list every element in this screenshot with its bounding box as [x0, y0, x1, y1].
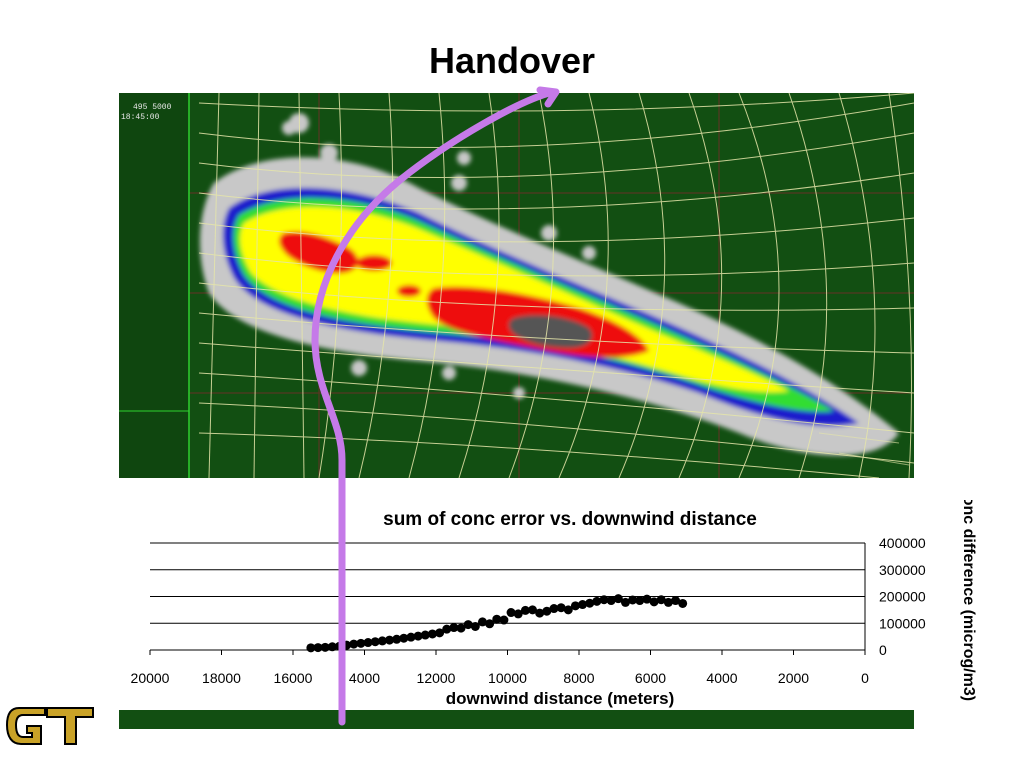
chart-point — [663, 597, 673, 607]
chart-point — [656, 595, 666, 605]
chart-x-tick-label: 12000 — [417, 670, 456, 686]
chart-x-tick-label: 10000 — [488, 670, 527, 686]
chart-y-tick-label: 400000 — [879, 535, 926, 551]
chart-y-tick-label: 300000 — [879, 562, 926, 578]
chart-point — [556, 603, 566, 613]
chart-x-tick-label: 8000 — [563, 670, 594, 686]
panel-info-line2: 18:45:00 — [121, 113, 160, 122]
chart-point — [649, 597, 659, 607]
chart-x-tick-label: 16000 — [274, 670, 313, 686]
chart-point — [606, 596, 616, 606]
chart-point — [642, 594, 652, 604]
chart-point — [628, 595, 638, 605]
plume-simulation-panel: 495 5000 18:45:00 — [119, 93, 914, 478]
chart-title: sum of conc error vs. downwind distance — [383, 509, 757, 530]
chart-point — [613, 594, 623, 604]
scatter-chart: 20000 18000 16000 4000 12000 10000 8000 6000 400… — [131, 500, 977, 708]
chart-point — [585, 598, 595, 608]
chart-point — [599, 595, 609, 605]
gt-logo — [5, 707, 94, 745]
bottom-strip — [119, 710, 914, 729]
chart-point — [578, 600, 588, 610]
panel-info-line1: 495 5000 — [133, 103, 172, 112]
chart-x-tick-label: 20000 — [131, 670, 170, 686]
chart-x-tick-label: 0 — [861, 670, 869, 686]
chart-point — [563, 605, 573, 615]
chart-x-tick-label: 18000 — [202, 670, 241, 686]
slide-title: Handover — [428, 40, 596, 81]
chart-x-axis-label: downwind distance (meters) — [446, 689, 675, 708]
plume-simulation-image — [119, 93, 914, 478]
chart-point — [620, 597, 630, 607]
chart-y-tick-label: 100000 — [879, 615, 926, 631]
chart-y-tick-label: 0 — [879, 642, 887, 658]
chart-y-tick-labels: 0 100000 200000 300000 400000 — [879, 535, 926, 658]
chart-point — [671, 596, 681, 606]
chart-x-tick-labels: 20000 18000 16000 4000 12000 10000 8000 6000 400… — [131, 670, 870, 686]
chart-gridlines — [149, 542, 866, 655]
chart-x-tick-label: 4000 — [349, 670, 380, 686]
chart-y-axis-label: conc difference (microg/m3) — [960, 500, 977, 701]
chart-x-tick-label: 2000 — [778, 670, 809, 686]
chart-y-tick-label: 200000 — [879, 589, 926, 605]
chart-x-tick-label: 6000 — [635, 670, 666, 686]
chart-point — [499, 615, 509, 625]
chart-point — [592, 596, 602, 606]
chart-point — [635, 596, 645, 606]
chart-x-tick-label: 4000 — [706, 670, 737, 686]
chart-point — [678, 598, 688, 608]
chart-point — [570, 601, 580, 611]
